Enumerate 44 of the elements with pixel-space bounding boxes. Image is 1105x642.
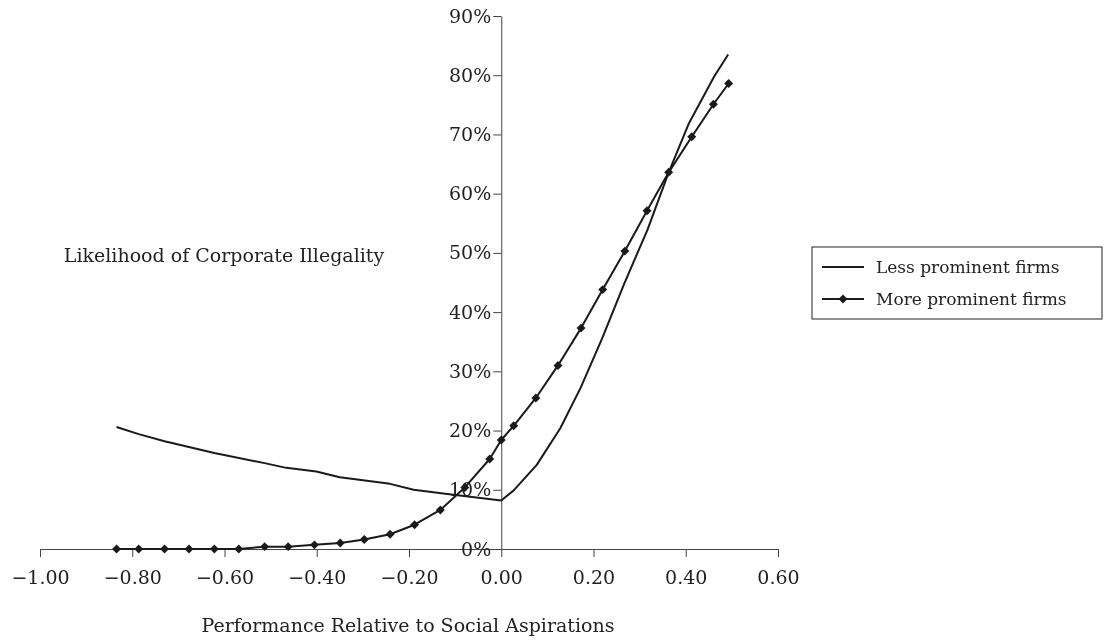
y-tick-label: 30% [449,359,492,382]
point [283,542,293,552]
y-tick-label: 80% [449,63,492,86]
point [410,520,420,530]
point [687,132,697,142]
point [620,246,630,256]
point [598,285,608,295]
point [234,544,244,554]
point [724,79,734,88]
x-tick-label: −0.60 [195,566,255,589]
x-tick-label: 0.40 [665,566,708,589]
x-tick-label: −0.40 [288,566,347,589]
point [576,323,586,333]
point [531,393,541,403]
point [509,421,519,431]
y-axis-title: Likelihood of Corporate Illegality [63,244,385,266]
y-tick-label: 70% [449,123,492,146]
point [359,535,369,544]
point [664,167,674,177]
x-tick-label: −1.00 [11,566,70,589]
x-tick-label: −0.20 [380,566,439,589]
y-tick-label: 40% [449,300,492,323]
x-tick-label: 0.60 [757,566,800,589]
point [435,505,445,515]
y-tick-label: 20% [449,419,492,442]
point [496,435,506,445]
x-tick-label: −0.80 [103,566,162,589]
point [642,206,652,216]
point [708,99,718,109]
x-tick-label: 0.00 [480,566,523,589]
point [260,542,270,552]
x-tick-label: 0.20 [572,566,616,589]
point [385,529,395,539]
legend-label: More prominent firms [876,289,1067,309]
point [335,538,345,548]
point [309,540,319,550]
legend-label: Less prominent firms [876,257,1060,277]
y-tick-label: 60% [449,182,492,205]
y-tick-label: 90% [449,4,492,27]
point [485,454,495,464]
point [553,360,563,370]
x-axis-title: Performance Relative to Social Aspirations [201,614,615,636]
y-tick-label: 50% [449,241,492,264]
point [184,544,194,554]
